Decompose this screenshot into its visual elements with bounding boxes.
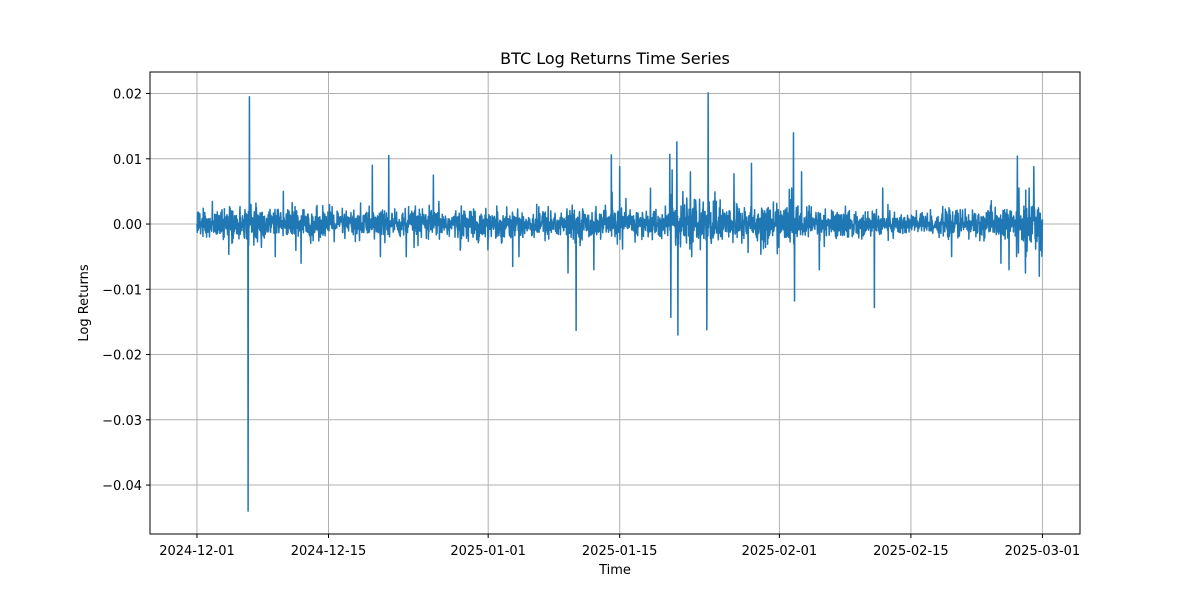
- y-tick-label: 0.02: [113, 88, 142, 103]
- x-axis: 2024-12-01 2024-12-15 2025-01-01 2025-01-15…: [159, 534, 1080, 559]
- y-tick-label: −0.04: [102, 479, 142, 494]
- y-tick-label: −0.03: [102, 414, 142, 429]
- x-tick-label: 2024-12-01: [159, 544, 235, 559]
- x-tick-label: 2024-12-15: [291, 544, 367, 559]
- y-axis-title: Log Returns: [77, 264, 92, 341]
- y-tick-label: 0.01: [113, 153, 142, 168]
- y-tick-label: −0.01: [102, 283, 142, 298]
- series-layer: [196, 92, 1044, 512]
- chart-title: BTC Log Returns Time Series: [500, 49, 730, 68]
- x-tick-label: 2025-02-15: [873, 544, 949, 559]
- x-tick-label: 2025-01-01: [450, 544, 526, 559]
- x-tick-label: 2025-02-01: [742, 544, 818, 559]
- y-tick-label: −0.02: [102, 349, 142, 364]
- x-tick-label: 2025-03-01: [1005, 544, 1081, 559]
- y-axis: 0.02 0.01 0.00 −0.01 −0.02 −0.03 −0.04: [102, 88, 150, 494]
- series-line: [196, 92, 1044, 512]
- plot-frame: [149, 71, 1081, 535]
- y-tick-label: 0.00: [113, 218, 142, 233]
- x-tick-label: 2025-01-15: [582, 544, 658, 559]
- x-axis-title: Time: [598, 563, 631, 578]
